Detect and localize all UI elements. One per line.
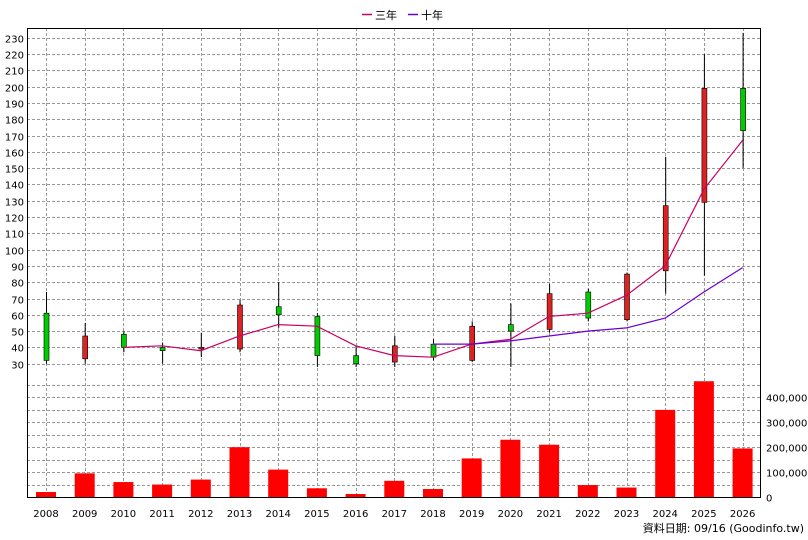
volume-tick-label: 100,000 [766, 469, 807, 480]
x-tick-label: 2022 [575, 509, 600, 520]
candle-body [275, 306, 282, 316]
ma-line [123, 140, 744, 358]
price-tick-label: 120 [5, 214, 24, 225]
volume-bar [74, 473, 95, 497]
price-tick-label: 180 [5, 116, 24, 127]
x-tick-label: 2015 [304, 509, 329, 520]
price-tick-label: 210 [5, 67, 24, 78]
volume-tick-label: 400,000 [766, 394, 807, 405]
ma-line [433, 267, 743, 345]
candle-body [237, 304, 243, 350]
price-tick-label: 190 [5, 100, 24, 111]
volume-bar [152, 484, 173, 497]
candle-body [82, 335, 88, 360]
volume-tick-label: 200,000 [766, 444, 807, 455]
source-label: 資料日期: 09/16 (Goodinfo.tw) [643, 521, 804, 535]
x-tick-label: 2011 [149, 509, 174, 520]
legend-label: 三年 [375, 8, 397, 22]
price-tick-label: 100 [5, 247, 24, 258]
candle-body [198, 347, 205, 350]
x-tick-label: 2026 [730, 509, 755, 520]
price-tick-label: 200 [5, 84, 24, 95]
x-tick-label: 2024 [652, 509, 677, 520]
volume-bars [36, 381, 753, 497]
price-tick-label: 40 [11, 344, 24, 355]
price-tick-label: 110 [5, 230, 24, 241]
x-tick-label: 2010 [111, 509, 136, 520]
price-tick-label: 150 [5, 165, 24, 176]
volume-tick-label: 0 [766, 494, 772, 505]
volume-bar [345, 494, 366, 497]
volume-bar [268, 469, 289, 497]
candle-body [585, 291, 592, 319]
price-tick-label: 130 [5, 198, 24, 209]
candle-body [624, 273, 630, 321]
candle-body [662, 205, 669, 272]
price-tick-label: 220 [5, 51, 24, 62]
volume-bar [500, 439, 521, 497]
volume-bar [539, 444, 560, 497]
axes: 30 40 50 60 70 80 90 100 110 120 130 140 150 160 170 18… [5, 28, 807, 520]
x-tick-label: 2018 [420, 509, 445, 520]
price-tick-label: 70 [11, 296, 24, 307]
x-tick-label: 2017 [382, 509, 407, 520]
moving-average-lines [123, 140, 744, 358]
candle-body [546, 293, 553, 330]
price-tick-label: 90 [11, 263, 24, 274]
candle-body [353, 355, 359, 365]
candle-body [740, 87, 746, 131]
candle-body [314, 316, 321, 356]
candle-body [508, 324, 514, 332]
volume-tick-label: 300,000 [766, 419, 807, 430]
x-tick-label: 2008 [33, 509, 58, 520]
price-tick-label: 60 [11, 312, 24, 323]
grid [27, 28, 760, 497]
legend-label: 十年 [421, 8, 443, 22]
price-tick-label: 30 [11, 361, 24, 372]
candlesticks [43, 32, 746, 367]
candle-body [43, 312, 50, 361]
volume-bar [113, 482, 134, 497]
volume-bar [229, 447, 250, 497]
x-tick-label: 2013 [227, 509, 252, 520]
x-tick-label: 2021 [536, 509, 561, 520]
volume-bar [616, 487, 637, 497]
volume-bar [655, 409, 676, 497]
candle-body [391, 345, 398, 363]
volume-bar [190, 479, 211, 497]
price-tick-label: 170 [5, 133, 24, 144]
x-tick-label: 2009 [72, 509, 97, 520]
candle-body [430, 343, 437, 358]
x-tick-label: 2023 [614, 509, 639, 520]
candle-body [159, 347, 166, 351]
volume-bar [461, 458, 482, 497]
x-tick-label: 2012 [188, 509, 213, 520]
price-tick-label: 160 [5, 149, 24, 160]
x-tick-label: 2020 [498, 509, 523, 520]
x-tick-label: 2025 [691, 509, 716, 520]
volume-bar [384, 480, 405, 497]
candle-body [701, 87, 708, 203]
volume-bar [423, 489, 443, 497]
x-tick-label: 2014 [265, 509, 290, 520]
legend: 三年 十年 [362, 8, 443, 22]
price-tick-label: 230 [5, 35, 24, 46]
volume-bar [732, 448, 753, 497]
price-tick-label: 50 [11, 328, 24, 339]
price-tick-label: 140 [5, 181, 24, 192]
volume-bar [693, 381, 714, 497]
volume-bar [36, 492, 56, 497]
volume-bar [306, 488, 327, 497]
x-tick-label: 2016 [343, 509, 368, 520]
x-tick-label: 2019 [459, 509, 484, 520]
candle-body [121, 334, 127, 348]
price-tick-label: 80 [11, 279, 24, 290]
volume-bar [577, 485, 598, 497]
